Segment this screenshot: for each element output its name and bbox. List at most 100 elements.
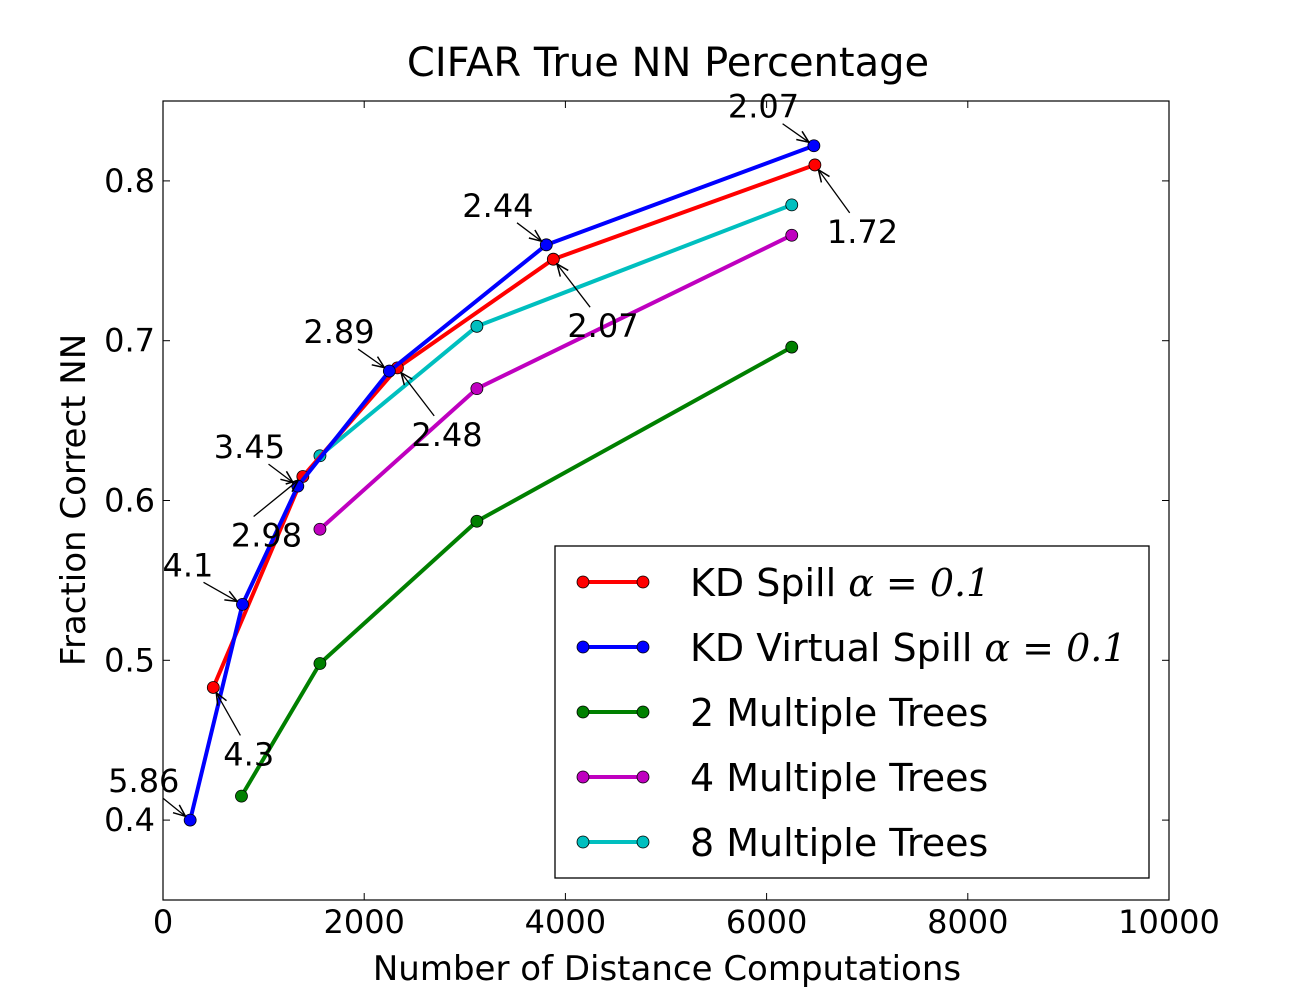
data-point xyxy=(546,252,560,266)
annotation-label: 4.1 xyxy=(162,546,213,584)
annotation: 2.07 xyxy=(557,264,639,345)
y-tick-label: 0.6 xyxy=(104,482,155,520)
legend-box xyxy=(554,545,1150,879)
data-point xyxy=(470,514,484,528)
annotation-label: 2.07 xyxy=(728,88,799,126)
legend-marker xyxy=(576,640,590,654)
data-point xyxy=(470,319,484,333)
data-point xyxy=(235,789,248,803)
legend-series-name: KD Spill xyxy=(690,561,836,605)
chart-title: CIFAR True NN Percentage xyxy=(407,40,929,86)
legend-entry-kd-virtual-spill: KD Virtual Spill α = 0.1 xyxy=(576,626,1127,670)
legend-series-math: α = 0.1 xyxy=(984,626,1126,670)
series-4-multiple-trees xyxy=(313,228,799,536)
x-tick-label: 8000 xyxy=(927,903,1008,941)
legend-marker xyxy=(636,640,650,654)
data-point xyxy=(313,522,327,536)
legend-marker xyxy=(576,575,590,589)
legend-label: KD Virtual Spill α = 0.1 xyxy=(690,626,1127,670)
annotation: 2.44 xyxy=(462,187,541,241)
data-point xyxy=(206,681,220,694)
legend-series-name: 2 Multiple Trees xyxy=(690,691,988,735)
x-tick-label: 0 xyxy=(153,903,173,941)
annotation: 4.3 xyxy=(216,693,274,773)
annotation: 5.86 xyxy=(108,762,185,816)
annotation-label: 5.86 xyxy=(108,762,179,800)
axis-ticks: 0 2000 4000 6000 8000 10000 0.4 0.5 0.6 0.7 0.8 xyxy=(104,101,1220,941)
legend-marker xyxy=(576,770,590,784)
y-tick-label: 0.5 xyxy=(104,641,155,679)
x-tick-label: 2000 xyxy=(323,903,404,941)
data-point xyxy=(785,228,799,242)
legend-entry-2-multiple-trees: 2 Multiple Trees xyxy=(576,691,988,735)
legend-marker xyxy=(576,705,590,719)
legend-marker xyxy=(636,835,650,849)
legend-entry-4-multiple-trees: 4 Multiple Trees xyxy=(576,756,988,800)
data-point xyxy=(785,340,799,354)
series-2-multiple-trees xyxy=(235,340,799,803)
legend-marker xyxy=(636,770,650,784)
series-kd-spill xyxy=(206,158,822,694)
annotations-layer: 5.86 4.1 3.45 2.89 2.44 2.07 4.3 2.98 2.48 2.07 1.… xyxy=(108,88,898,817)
data-point xyxy=(236,597,249,611)
y-tick-label: 0.7 xyxy=(104,322,155,360)
plot-frame xyxy=(162,100,1170,901)
y-tick-label: 0.8 xyxy=(104,162,155,200)
annotation-label: 4.3 xyxy=(223,735,274,773)
legend: KD Spill α = 0.1 KD Virtual Spill α = 0.1 2 … xyxy=(554,545,1150,879)
legend-series-name: KD Virtual Spill xyxy=(690,626,972,670)
annotation-label: 1.72 xyxy=(827,213,898,251)
data-point xyxy=(183,813,197,827)
x-tick-label: 6000 xyxy=(726,903,807,941)
annotation-label: 3.45 xyxy=(214,428,285,466)
legend-label: 8 Multiple Trees xyxy=(690,821,988,865)
legend-label: KD Spill α = 0.1 xyxy=(690,561,990,605)
annotation-arrow xyxy=(516,222,541,241)
x-tick-label: 4000 xyxy=(525,903,606,941)
x-tick-label: 10000 xyxy=(1118,903,1220,941)
data-point xyxy=(807,139,821,153)
legend-series-name: 4 Multiple Trees xyxy=(690,756,988,800)
annotation-arrow xyxy=(557,264,591,308)
legend-marker xyxy=(636,575,650,589)
data-point xyxy=(785,198,799,212)
series-line xyxy=(239,345,793,798)
legend-marker xyxy=(576,835,590,849)
annotation-label: 2.44 xyxy=(462,187,533,225)
annotation-arrow xyxy=(357,348,384,368)
annotation-label: 2.48 xyxy=(411,416,482,454)
series-kd-virtual-spill xyxy=(183,139,821,827)
series-line xyxy=(188,143,815,821)
y-axis-label: Fraction Correct NN xyxy=(54,334,94,666)
annotation: 2.89 xyxy=(303,313,384,368)
annotation: 2.98 xyxy=(231,480,302,555)
legend-label: 4 Multiple Trees xyxy=(690,756,988,800)
legend-marker xyxy=(636,705,650,719)
data-point xyxy=(291,479,305,493)
legend-series-name: 8 Multiple Trees xyxy=(690,821,988,865)
annotation-arrow xyxy=(216,693,241,736)
data-point xyxy=(470,382,484,396)
data-point xyxy=(539,238,553,252)
annotation-arrow xyxy=(782,123,809,143)
series-layer xyxy=(183,139,822,827)
annotation-arrow xyxy=(162,797,186,816)
data-point xyxy=(382,364,396,378)
legend-entry-8-multiple-trees: 8 Multiple Trees xyxy=(576,821,988,865)
annotation-label: 2.07 xyxy=(567,307,638,345)
annotation: 3.45 xyxy=(214,428,293,482)
legend-series-math: α = 0.1 xyxy=(848,561,990,605)
annotation: 4.1 xyxy=(162,546,237,601)
annotation-label: 2.98 xyxy=(231,517,302,555)
annotation-label: 2.89 xyxy=(303,313,374,351)
y-tick-label: 0.4 xyxy=(104,801,155,839)
legend-entry-kd-spill: KD Spill α = 0.1 xyxy=(576,561,990,605)
annotation: 1.72 xyxy=(818,170,898,251)
data-point xyxy=(808,158,822,172)
annotation-arrow xyxy=(818,170,851,214)
legend-label: 2 Multiple Trees xyxy=(690,691,988,735)
annotation-arrow xyxy=(253,480,299,518)
annotation-arrow xyxy=(401,373,435,417)
annotation-arrow xyxy=(203,581,238,601)
